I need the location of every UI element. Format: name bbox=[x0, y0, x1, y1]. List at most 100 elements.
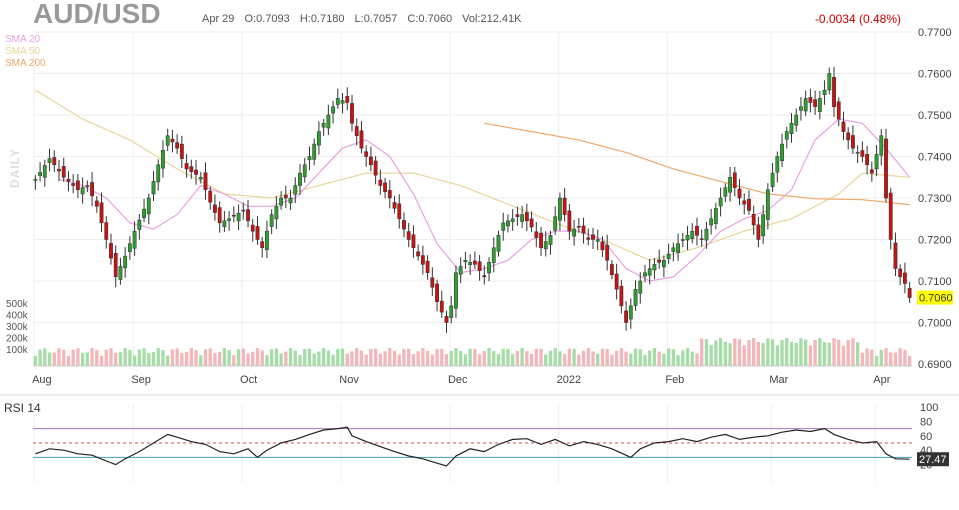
candle-body bbox=[789, 123, 794, 134]
volume-bar bbox=[657, 351, 661, 366]
volume-bar bbox=[425, 350, 430, 366]
candle-body bbox=[803, 98, 808, 112]
candle-body bbox=[458, 266, 463, 275]
candle-body bbox=[317, 131, 321, 146]
candle-body bbox=[368, 156, 373, 166]
candle-body bbox=[463, 260, 468, 263]
candle-body bbox=[661, 260, 666, 268]
volume-bar bbox=[468, 348, 472, 366]
candle-body bbox=[468, 262, 473, 265]
candle-body bbox=[109, 243, 113, 259]
volume-bar bbox=[407, 348, 411, 366]
legend-sma50[interactable]: SMA 50 bbox=[5, 46, 41, 57]
volume-bar bbox=[879, 349, 883, 366]
candle-body bbox=[751, 214, 756, 226]
candle-body bbox=[884, 138, 888, 199]
volume-bar bbox=[567, 348, 572, 366]
volume-bar bbox=[827, 342, 831, 366]
volume-bar bbox=[893, 352, 898, 366]
time-tick-label: 2022 bbox=[557, 374, 581, 386]
volume-bar bbox=[180, 353, 184, 366]
candle-body bbox=[189, 166, 194, 172]
candle-body bbox=[345, 96, 350, 103]
legend-sma200[interactable]: SMA 200 bbox=[5, 58, 46, 69]
candle-body bbox=[75, 180, 80, 190]
price-tick-label: 0.7200 bbox=[918, 235, 952, 247]
volume-bars bbox=[33, 338, 912, 366]
candle-body bbox=[699, 238, 704, 240]
candle-body bbox=[217, 207, 222, 224]
volume-bar bbox=[166, 355, 170, 366]
candle-body bbox=[903, 272, 907, 284]
candle-body bbox=[487, 262, 491, 274]
time-tick-label: Apr bbox=[873, 374, 890, 386]
low-value: L:0.7057 bbox=[354, 13, 398, 25]
candle-body bbox=[85, 185, 90, 188]
volume-bar bbox=[71, 349, 75, 366]
candle-body bbox=[822, 89, 827, 95]
volume-bar bbox=[123, 348, 127, 366]
candle-body bbox=[236, 212, 241, 222]
candle-body bbox=[80, 187, 85, 195]
candle-body bbox=[161, 150, 165, 169]
candle-body bbox=[898, 268, 903, 278]
candle-body bbox=[595, 239, 600, 242]
candle-body bbox=[435, 283, 439, 302]
volume-bar bbox=[52, 352, 56, 366]
candle-body bbox=[364, 151, 369, 157]
volume-bar bbox=[411, 353, 416, 366]
candle-body bbox=[524, 212, 529, 222]
candle-body bbox=[756, 224, 761, 240]
volume-bar bbox=[38, 349, 42, 366]
volume-bar bbox=[562, 353, 567, 366]
time-tick-label: Sep bbox=[131, 374, 151, 386]
volume-bar bbox=[728, 343, 732, 366]
candle-body bbox=[482, 275, 487, 278]
candle-body bbox=[472, 260, 477, 265]
volume-bar bbox=[175, 348, 179, 366]
candle-body bbox=[572, 228, 577, 237]
price-grid bbox=[33, 31, 912, 482]
volume-bar bbox=[770, 339, 775, 366]
candle-body bbox=[770, 172, 775, 187]
candle-body bbox=[444, 315, 449, 323]
volume-bar bbox=[364, 354, 368, 366]
price-tick-label: 0.6900 bbox=[918, 359, 952, 371]
rsi-current-label: 27.47 bbox=[919, 454, 947, 466]
candle-body bbox=[515, 214, 520, 217]
candle-body bbox=[354, 126, 359, 137]
candle-body bbox=[657, 259, 662, 263]
candle-body bbox=[784, 131, 789, 140]
open-value: O:0.7093 bbox=[244, 13, 290, 25]
candle-body bbox=[454, 272, 458, 309]
volume-bar bbox=[359, 350, 364, 366]
candle-body bbox=[591, 234, 595, 240]
close-value: C:0.7060 bbox=[407, 13, 453, 25]
high-value: H:0.7180 bbox=[299, 13, 345, 25]
candle-body bbox=[506, 220, 510, 227]
candle-body bbox=[633, 289, 638, 306]
candle-body bbox=[619, 285, 624, 307]
candle-body bbox=[90, 182, 94, 197]
time-tick-label: Oct bbox=[240, 374, 257, 386]
volume-bar bbox=[477, 354, 482, 366]
volume-bar bbox=[459, 350, 463, 366]
volume-bar bbox=[232, 355, 236, 366]
candle-body bbox=[860, 150, 865, 157]
candle-body bbox=[695, 225, 699, 236]
volume-bar bbox=[789, 342, 794, 366]
candle-body bbox=[132, 230, 137, 249]
candle-body bbox=[832, 77, 836, 107]
volume-bar bbox=[614, 350, 619, 366]
volume-bar bbox=[487, 348, 491, 366]
volume-bar bbox=[737, 339, 742, 366]
candle-body bbox=[491, 247, 496, 263]
volume-bar bbox=[288, 348, 293, 366]
volume-bar bbox=[435, 348, 439, 366]
volume-bar bbox=[808, 345, 813, 366]
volume-bar bbox=[312, 353, 316, 366]
legend-sma20[interactable]: SMA 20 bbox=[5, 34, 41, 45]
volume-bar bbox=[704, 339, 709, 366]
volume-bar bbox=[307, 348, 312, 366]
volume-bar bbox=[813, 340, 817, 366]
